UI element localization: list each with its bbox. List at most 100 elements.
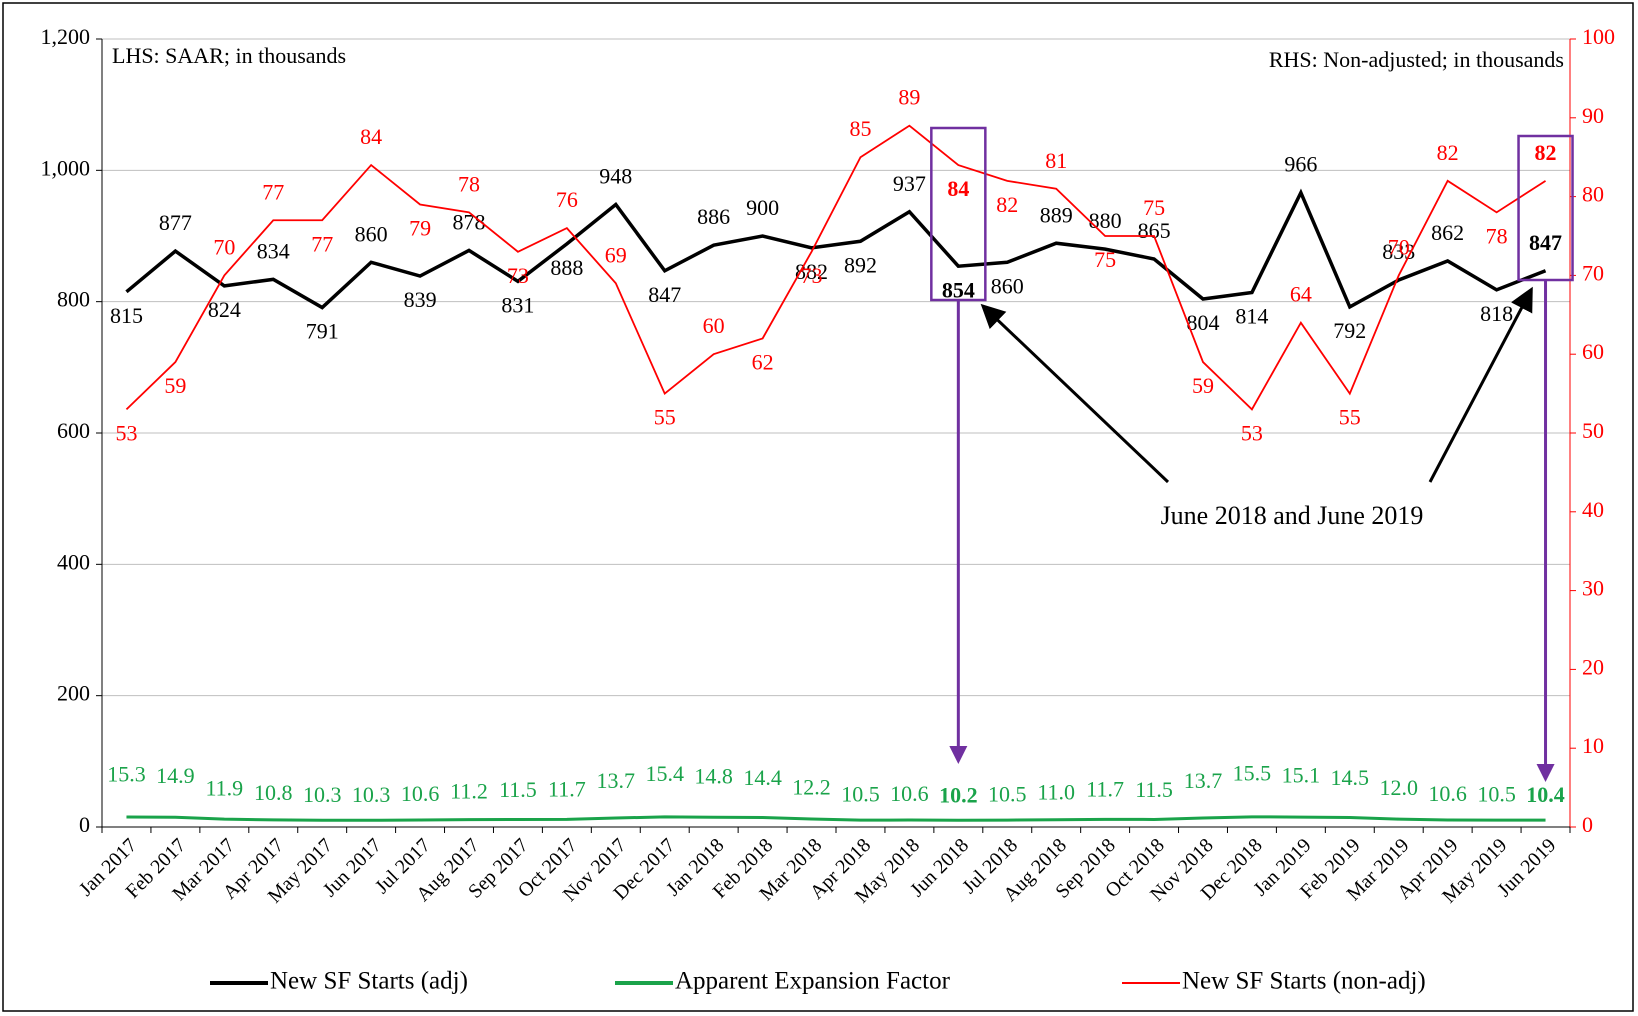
y2-tick-label: 40 (1582, 497, 1604, 522)
data-label: 15.3 (107, 761, 146, 786)
data-label: 791 (306, 319, 339, 344)
y-tick-label: 800 (57, 287, 90, 312)
data-label: 10.6 (890, 781, 929, 806)
data-label: 75 (1094, 247, 1116, 272)
rhs-note: RHS: Non-adjusted; in thousands (1269, 47, 1564, 72)
data-label: 11.5 (499, 777, 537, 802)
data-label: 839 (404, 287, 437, 312)
data-label: 10.6 (1428, 781, 1467, 806)
data-label: 70 (213, 234, 235, 259)
data-label: 886 (697, 204, 730, 229)
data-label: 880 (1089, 208, 1122, 233)
data-label: 14.4 (743, 765, 782, 790)
data-label: 55 (654, 405, 676, 430)
data-label: 55 (1339, 405, 1361, 430)
data-label: 804 (1187, 310, 1220, 335)
data-label: 815 (110, 303, 143, 328)
data-label: 73 (507, 263, 529, 288)
data-label: 10.5 (988, 781, 1027, 806)
y-tick-label: 400 (57, 549, 90, 574)
legend-label: New SF Starts (non-adj) (1182, 968, 1426, 995)
data-label: 53 (1241, 420, 1263, 445)
data-label: 966 (1284, 152, 1317, 177)
data-label: 53 (115, 420, 137, 445)
data-label: 78 (458, 171, 480, 196)
data-label: 860 (991, 273, 1024, 298)
data-label: 11.7 (1086, 776, 1124, 801)
y-tick-label: 1,200 (41, 24, 91, 49)
data-label: 14.5 (1331, 765, 1370, 790)
data-label: 11.7 (548, 776, 586, 801)
data-label: 10.4 (1526, 782, 1565, 807)
data-label: 814 (1235, 304, 1268, 329)
data-label: 12.2 (792, 774, 831, 799)
data-label: 82 (996, 192, 1018, 217)
data-label: 81 (1045, 148, 1067, 173)
callout-arrow (980, 303, 1170, 484)
data-label: 59 (1192, 373, 1214, 398)
data-label: 60 (703, 313, 725, 338)
data-label: 84 (947, 176, 969, 201)
data-label: 13.7 (1184, 768, 1223, 793)
data-label: 10.8 (254, 780, 293, 805)
data-label: 13.7 (597, 768, 636, 793)
data-label: 818 (1480, 301, 1513, 326)
y2-tick-label: 70 (1582, 260, 1604, 285)
y2-tick-label: 90 (1582, 103, 1604, 128)
y2-tick-label: 0 (1582, 812, 1593, 837)
callout: June 2018 and June 2019 (1161, 501, 1424, 530)
data-label: 831 (501, 292, 534, 317)
y2-tick-label: 20 (1582, 654, 1604, 679)
series-line (125, 124, 1547, 411)
data-label: 854 (942, 277, 975, 302)
data-label: 12.0 (1379, 775, 1418, 800)
data-label: 11.9 (205, 776, 243, 801)
data-label: 862 (1431, 220, 1464, 245)
data-label: 10.5 (841, 781, 880, 806)
data-label: 62 (752, 349, 774, 374)
data-label: 792 (1333, 318, 1366, 343)
data-label: 70 (1388, 234, 1410, 259)
callout-arrow (1428, 286, 1533, 483)
legend-label: New SF Starts (adj) (270, 968, 468, 995)
data-label: 10.2 (939, 783, 978, 808)
data-label: 15.1 (1282, 762, 1321, 787)
data-label: 948 (599, 164, 632, 189)
data-label: 833 (1382, 239, 1415, 264)
data-label: 860 (355, 221, 388, 246)
data-label: 10.3 (352, 782, 391, 807)
data-label: 865 (1138, 218, 1171, 243)
data-label: 76 (556, 187, 578, 212)
y-tick-label: 600 (57, 418, 90, 443)
y2-tick-label: 30 (1582, 576, 1604, 601)
data-label: 10.3 (303, 782, 342, 807)
legend-label: Apparent Expansion Factor (675, 968, 951, 995)
data-label: 82 (1535, 140, 1557, 165)
data-label: 888 (550, 255, 583, 280)
y2-tick-label: 60 (1582, 339, 1604, 364)
data-label: 82 (1437, 140, 1459, 165)
data-label: 11.0 (1037, 779, 1075, 804)
data-label: 892 (844, 252, 877, 277)
data-label: 847 (1529, 230, 1562, 255)
data-label: 10.6 (401, 781, 440, 806)
data-label: 14.8 (694, 764, 733, 789)
data-label: 78 (1486, 223, 1508, 248)
data-label: 937 (893, 171, 926, 196)
y-tick-label: 200 (57, 681, 90, 706)
data-label: 877 (159, 210, 192, 235)
y2-tick-label: 100 (1582, 24, 1615, 49)
data-label: 85 (849, 116, 871, 141)
y-tick-label: 1,000 (41, 155, 91, 180)
lhs-note: LHS: SAAR; in thousands (112, 43, 346, 68)
series-line (126, 815, 1546, 822)
data-label: 10.5 (1477, 781, 1516, 806)
data-label: 15.4 (645, 761, 684, 786)
y-tick-label: 0 (79, 812, 90, 837)
data-label: 89 (898, 85, 920, 110)
y2-tick-label: 80 (1582, 182, 1604, 207)
data-label: 824 (208, 297, 241, 322)
data-label: 77 (311, 231, 333, 256)
